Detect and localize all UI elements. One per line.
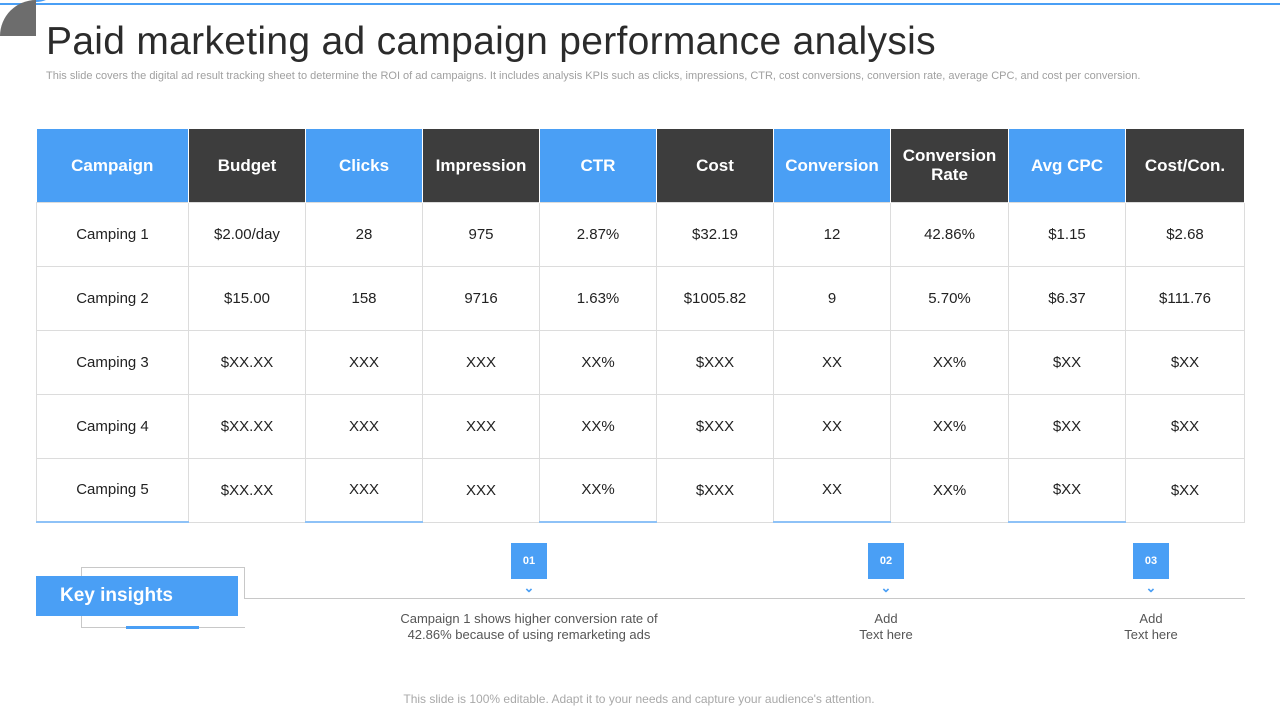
chevron-down-icon: ⌄	[523, 580, 535, 595]
campaign-table: Campaign Budget Clicks Impression CTR Co…	[36, 129, 1245, 523]
top-accent-line	[0, 3, 1280, 5]
table-cell: $XXX	[656, 393, 774, 459]
header-cost-per-conversion: Cost/Con.	[1125, 129, 1245, 202]
header-conversion-rate: Conversion Rate	[890, 129, 1009, 202]
table-cell: $6.37	[1008, 265, 1126, 331]
table-cell: XXX	[305, 393, 423, 459]
table-cell: 12	[773, 201, 891, 267]
table-cell: XX%	[539, 457, 657, 523]
key-insights-divider	[244, 598, 1245, 599]
table-cell: 2.87%	[539, 201, 657, 267]
table-cell: 1.63%	[539, 265, 657, 331]
insight-text-1-line-2: 42.86% because of using remarketing ads	[407, 627, 651, 642]
key-insights-label: Key insights	[36, 576, 238, 616]
header-ctr: CTR	[539, 129, 657, 202]
table-body: Camping 1 $2.00/day 28 975 2.87% $32.19 12 42.8…	[36, 201, 1245, 523]
header-impression: Impression	[422, 129, 540, 202]
table-cell: XXX	[422, 329, 540, 395]
table-row: Camping 2 $15.00 158 9716 1.63% $1005.82 9 5.70…	[36, 265, 1245, 331]
table-cell: $2.68	[1125, 201, 1245, 267]
table-cell: 5.70%	[890, 265, 1009, 331]
table-cell: XXX	[305, 329, 423, 395]
table-cell: $XX	[1008, 457, 1126, 523]
table-cell: 158	[305, 265, 423, 331]
insight-badge-3: 03	[1133, 543, 1169, 579]
insight-text-3-line-2: Text here	[1124, 627, 1178, 642]
table-cell: XX	[773, 329, 891, 395]
table-cell: XX%	[890, 457, 1009, 523]
table-cell: XX%	[890, 393, 1009, 459]
table-row: Camping 5 $XX.XX XXX XXX XX% $XXX XX XX% $XX $XX	[36, 457, 1245, 523]
table-cell: XX%	[539, 393, 657, 459]
table-cell: 975	[422, 201, 540, 267]
corner-gray-shape	[0, 0, 36, 36]
header-clicks: Clicks	[305, 129, 423, 202]
table-row: Camping 3 $XX.XX XXX XXX XX% $XXX XX XX% $XX $XX	[36, 329, 1245, 395]
table-cell: $32.19	[656, 201, 774, 267]
table-row: Camping 1 $2.00/day 28 975 2.87% $32.19 12 42.8…	[36, 201, 1245, 267]
table-cell: $XX	[1008, 329, 1126, 395]
table-cell: $XX.XX	[188, 457, 306, 523]
header-campaign: Campaign	[36, 129, 189, 202]
table-cell: $1.15	[1008, 201, 1126, 267]
corner-blue-shape	[36, 0, 60, 2]
key-insights-accent-bar	[126, 626, 199, 629]
table-cell: XXX	[422, 393, 540, 459]
table-cell: 9	[773, 265, 891, 331]
insight-badge-1: 01	[511, 543, 547, 579]
table-cell: Camping 5	[36, 457, 189, 523]
table-row: Camping 4 $XX.XX XXX XXX XX% $XXX XX XX% $XX $XX	[36, 393, 1245, 459]
table-cell: Camping 4	[36, 393, 189, 459]
insight-text-1-line-1: Campaign 1 shows higher conversion rate …	[400, 611, 658, 626]
page-subtitle: This slide covers the digital ad result …	[46, 70, 1141, 82]
insight-text-2-line-1: Add	[874, 611, 898, 626]
table-cell: 42.86%	[890, 201, 1009, 267]
header-avg-cpc: Avg CPC	[1008, 129, 1126, 202]
table-cell: $XXX	[656, 457, 774, 523]
table-cell: $111.76	[1125, 265, 1245, 331]
footer-note: This slide is 100% editable. Adapt it to…	[403, 692, 875, 706]
insight-text-3-line-1: Add	[1139, 611, 1163, 626]
table-cell: XXX	[305, 457, 423, 523]
header-conversion: Conversion	[773, 129, 891, 202]
table-cell: 28	[305, 201, 423, 267]
table-cell: $XX	[1125, 457, 1245, 523]
table-cell: XXX	[422, 457, 540, 523]
table-cell: XX	[773, 457, 891, 523]
chevron-down-icon: ⌄	[1145, 580, 1157, 595]
table-cell: XX%	[539, 329, 657, 395]
table-cell: XX%	[890, 329, 1009, 395]
table-cell: $XX	[1125, 329, 1245, 395]
insight-badge-2: 02	[868, 543, 904, 579]
header-budget: Budget	[188, 129, 306, 202]
table-cell: Camping 3	[36, 329, 189, 395]
insight-text-2: Add Text here	[826, 611, 946, 643]
table-header-row: Campaign Budget Clicks Impression CTR Co…	[36, 129, 1245, 202]
table-cell: $2.00/day	[188, 201, 306, 267]
insight-text-1: Campaign 1 shows higher conversion rate …	[380, 611, 678, 643]
key-insights-frame-edge	[244, 567, 245, 599]
table-cell: XX	[773, 393, 891, 459]
table-cell: $XX.XX	[188, 393, 306, 459]
table-cell: $XX.XX	[188, 329, 306, 395]
insight-text-3: Add Text here	[1091, 611, 1211, 643]
table-cell: $XX	[1008, 393, 1126, 459]
table-cell: Camping 2	[36, 265, 189, 331]
table-cell: $1005.82	[656, 265, 774, 331]
page-title: Paid marketing ad campaign performance a…	[46, 20, 936, 63]
table-cell: $15.00	[188, 265, 306, 331]
insight-text-2-line-2: Text here	[859, 627, 913, 642]
table-cell: $XX	[1125, 393, 1245, 459]
table-cell: 9716	[422, 265, 540, 331]
header-cost: Cost	[656, 129, 774, 202]
table-cell: Camping 1	[36, 201, 189, 267]
table-cell: $XXX	[656, 329, 774, 395]
corner-decoration	[0, 0, 60, 40]
chevron-down-icon: ⌄	[880, 580, 892, 595]
